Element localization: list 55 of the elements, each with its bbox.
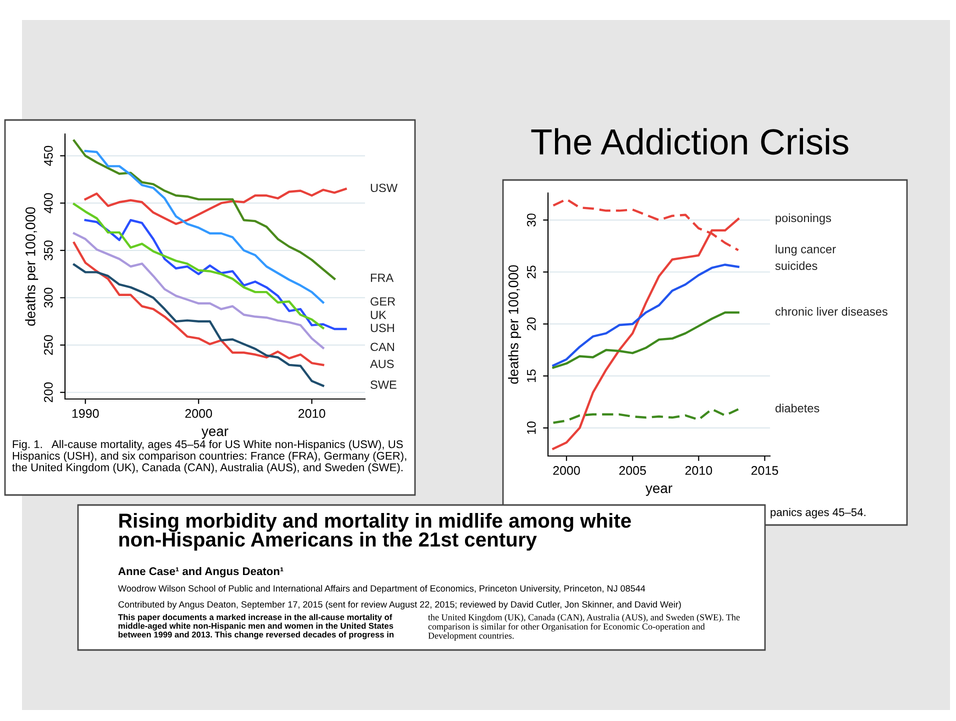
x-tick-label: 2005 <box>619 466 646 475</box>
y-tick-label: 400 <box>44 193 53 214</box>
text: Anne Case¹ and Angus Deaton¹ <box>118 567 284 578</box>
y-tick-label: 10 <box>526 421 536 434</box>
y-tick-label: 20 <box>526 318 536 330</box>
x-tick-label: 2010 <box>685 466 712 475</box>
y-tick-label: 450 <box>44 146 53 166</box>
line-series <box>72 202 324 330</box>
text: diabetes <box>775 404 820 412</box>
text: UK <box>370 310 386 320</box>
x-axis-title: year <box>202 428 228 439</box>
text: suicides <box>775 261 818 270</box>
text: Woodrow Wilson School of Public and International Affairs and Department of Economics, Princeton University, Princeton, NJ 08544 <box>118 585 646 594</box>
y-tick-label: 30 <box>526 214 536 226</box>
caption: Fig. 1. All-cause mortality, ages 45–54 for US White non-Hispanics (USW), US Hispanics (USH), and six comparison countries: France (FRA), Germany (GER), the United Kingdom (UK), Canada (CAN), Australia (AUS), and Sweden (SWE). <box>12 440 406 474</box>
x-tick-label: 1990 <box>72 409 99 418</box>
text: Contributed by Angus Deaton, September 17, 2015 (sent for review August 22, 2015; reviewed by David Cutler, Jon Skinner, and David Weir) <box>118 601 681 610</box>
text: CAN <box>370 342 394 352</box>
x-axis-title: year <box>646 486 672 496</box>
y-tick-label: 15 <box>527 370 536 382</box>
text: USH <box>370 324 394 332</box>
text: poisonings <box>776 213 832 224</box>
x-tick-label: 2010 <box>298 409 326 418</box>
text: Rising morbidity and mortality in midlife among white non-Hispanic Americans in the 21st century <box>119 513 631 551</box>
line-series <box>552 408 740 424</box>
y-tick-label: 300 <box>44 288 53 308</box>
text: chronic liver diseases <box>776 307 888 316</box>
text: AUS <box>370 360 394 368</box>
line-series <box>84 219 347 330</box>
line-series <box>72 140 336 280</box>
y-tick-label: 250 <box>44 335 53 355</box>
text: lung cancer <box>776 244 836 256</box>
line-series <box>72 263 324 387</box>
line-series <box>84 188 347 226</box>
line-series <box>552 311 740 369</box>
y-axis-title: deaths per 100,000 <box>25 207 38 326</box>
text: panics ages 45–54. <box>770 508 866 518</box>
text: SWE <box>370 380 396 389</box>
x-tick-label: 2000 <box>553 466 580 475</box>
y-tick-label: 350 <box>44 240 53 260</box>
y-axis-title: deaths per 100,000 <box>508 265 522 384</box>
x-tick-label: 2015 <box>751 466 778 475</box>
text: This paper documents a marked increase in the all-cause mortality of middle-aged white non-Hispanic men and women in the United States between 1999 and 2013. This change reversed decades of progress in <box>118 614 394 640</box>
line-series <box>84 150 324 304</box>
text: USW <box>370 184 398 192</box>
text: the United Kingdom (UK), Canada (CAN), Australia (AUS), and Sweden (SWE). The comparison is similar for other Organisation for Economic Co-operation and Development countries. <box>428 614 740 641</box>
y-tick-label: 200 <box>44 382 53 402</box>
text: The Addiction Crisis <box>531 128 848 155</box>
text: GER <box>370 297 396 306</box>
line-series <box>72 232 324 350</box>
text: FRA <box>370 274 394 282</box>
line-series <box>72 242 324 366</box>
y-tick-label: 25 <box>526 266 536 278</box>
line-series <box>552 264 740 367</box>
x-tick-label: 2000 <box>185 409 212 418</box>
